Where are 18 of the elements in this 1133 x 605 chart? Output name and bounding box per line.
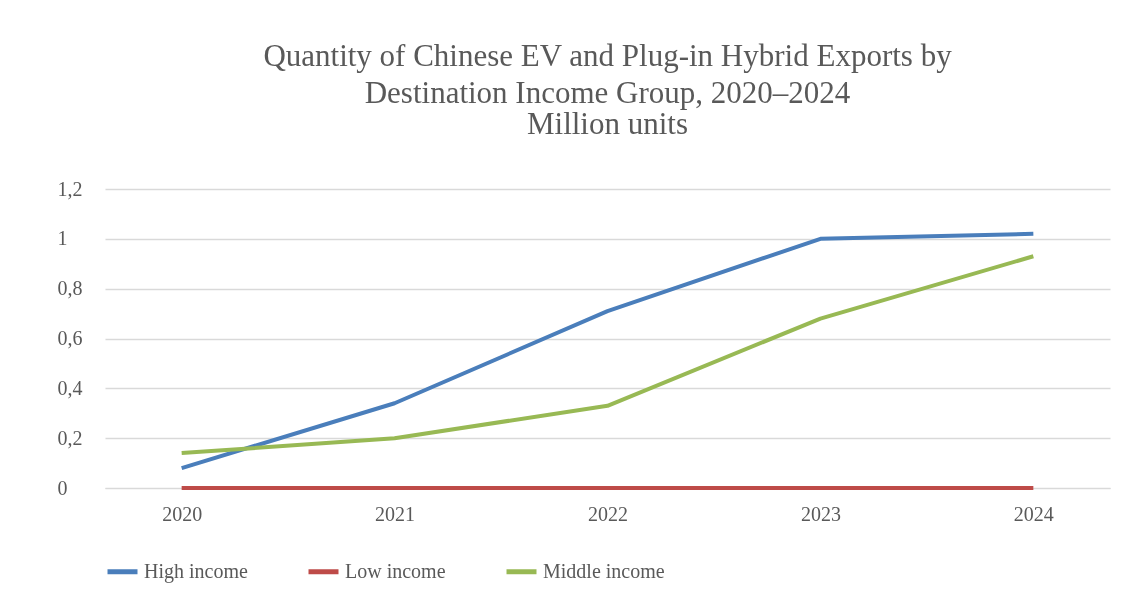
legend-label: High income: [144, 559, 248, 583]
y-tick-label: 0,4: [57, 376, 83, 399]
y-tick-label: 0,6: [57, 327, 83, 349]
y-tick-label: 0,8: [57, 277, 83, 300]
line-series: [179, 231, 1036, 471]
chart-title: Quantity of Chinese EV and Plug-in Hybrid Exports by Destination Income Group, 2020–2024: [263, 38, 953, 110]
x-tick-label: 2021: [375, 502, 416, 525]
legend-label: Middle income: [543, 559, 665, 582]
y-tick-label: 0: [57, 476, 68, 499]
x-tick-label: 2020: [162, 502, 203, 525]
x-tick-label: 2023: [800, 502, 841, 525]
y-tick-label: 1: [57, 227, 68, 250]
line-series: [179, 254, 1036, 456]
y-tick-label: 0,2: [57, 426, 83, 449]
y-tick-label: 1,2: [57, 177, 83, 200]
x-tick-label: 2022: [588, 502, 628, 525]
x-tick-label: 2024: [1013, 502, 1054, 525]
legend-label: Low income: [345, 559, 446, 582]
